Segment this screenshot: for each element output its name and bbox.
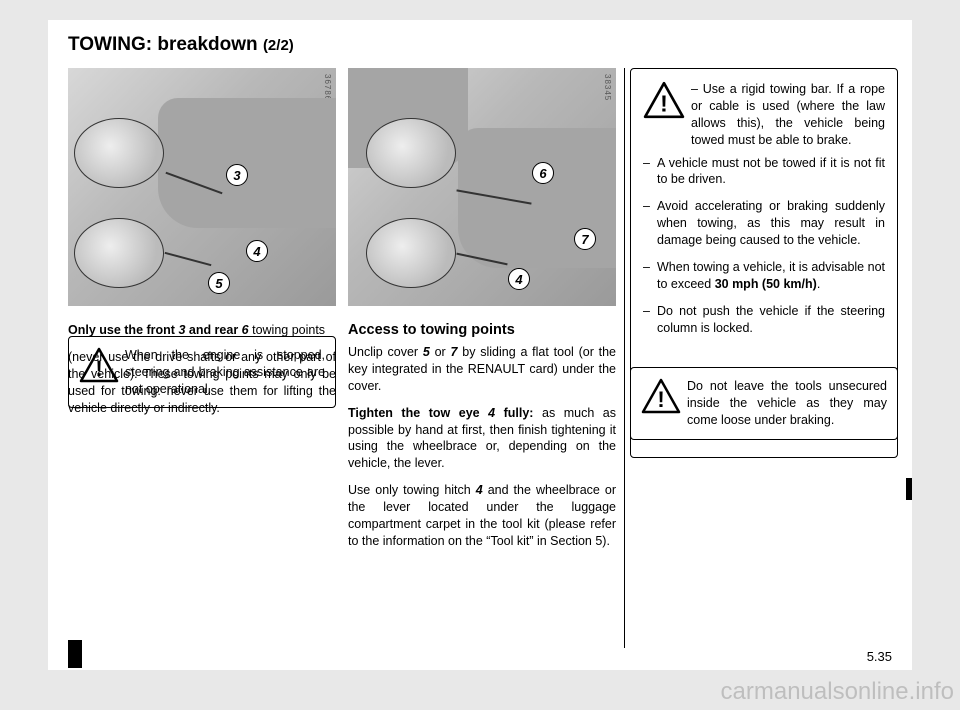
callout-4: 4: [246, 240, 268, 262]
image-id: 38345: [603, 74, 612, 101]
figure-front-towing: 36786 3 4 5: [68, 68, 336, 306]
column-2: 38345 6 7 4 Access to towing points Uncl…: [348, 68, 616, 560]
callout-6: 6: [532, 162, 554, 184]
guideline-3: Avoid accelerating or braking suddenly w…: [643, 198, 885, 249]
col2-p1: Unclip cover 5 or 7 by sliding a flat to…: [348, 344, 616, 395]
manual-page: TOWING: breakdown (2/2) 36786 3 4 5 Only…: [48, 20, 912, 670]
column-3: ! – Use a rigid towing bar. If a rope or…: [630, 68, 898, 458]
callout-5: 5: [208, 272, 230, 294]
col2-heading: Access to towing points: [348, 322, 616, 338]
callout-7: 7: [574, 228, 596, 250]
warning-tools-unsecured: ! Do not leave the tools unsecured insid…: [630, 367, 898, 440]
svg-text:!: !: [660, 91, 668, 117]
guideline-4: When towing a vehicle, it is advisable n…: [643, 259, 885, 293]
page-title: TOWING: breakdown (2/2): [68, 34, 294, 56]
col2-p2: Tighten the tow eye 4 fully: as much as …: [348, 405, 616, 473]
warning-text: When the engine is stopped, steering and…: [125, 347, 325, 398]
page-number: 5.35: [867, 649, 892, 664]
binding-mark: [68, 640, 82, 668]
warning-engine-stopped: ! When the engine is stopped, steering a…: [68, 336, 336, 409]
guideline-5: Do not push the vehicle if the steering …: [643, 303, 885, 337]
warning-icon: !: [643, 81, 687, 121]
callout-3: 3: [226, 164, 248, 186]
svg-text:!: !: [657, 387, 664, 412]
section-tab: [906, 478, 912, 500]
warning-icon: !: [79, 347, 119, 383]
guideline-1: Use a rigid towing bar. If a rope or cab…: [691, 82, 885, 147]
title-main: TOWING: breakdown: [68, 34, 263, 55]
title-sub: (2/2): [263, 37, 294, 54]
column-1: 36786 3 4 5 Only use the front 3 and rea…: [68, 68, 336, 426]
svg-text:!: !: [95, 356, 102, 381]
warning-icon: !: [641, 378, 681, 414]
figure-rear-towing: 38345 6 7 4: [348, 68, 616, 306]
callout-4b: 4: [508, 268, 530, 290]
column-divider: [624, 68, 625, 648]
warning-text: Do not leave the tools unsecured inside …: [687, 378, 887, 429]
guideline-2: A vehicle must not be towed if it is not…: [643, 155, 885, 189]
col2-p3: Use only towing hitch 4 and the wheelbra…: [348, 482, 616, 550]
watermark: carmanualsonline.info: [721, 678, 954, 706]
